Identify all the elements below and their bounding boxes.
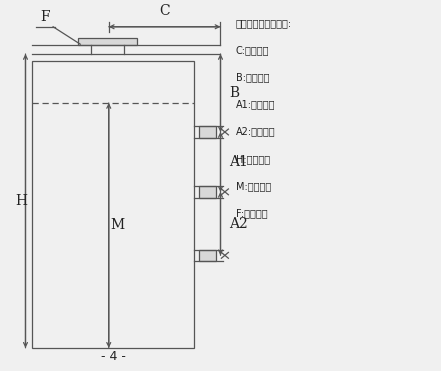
Text: H: H: [15, 194, 27, 208]
Bar: [32, 61, 194, 348]
Text: B: B: [229, 86, 239, 100]
Text: C: C: [159, 4, 170, 18]
Text: A2:安装距离: A2:安装距离: [236, 127, 276, 137]
Text: F:法兰尺寸: F:法兰尺寸: [236, 208, 267, 218]
Text: C:横向距离: C:横向距离: [236, 45, 269, 55]
Bar: [199, 186, 216, 198]
Text: - 4 -: - 4 -: [101, 351, 126, 364]
Text: M:测量范围: M:测量范围: [236, 181, 271, 191]
Text: F: F: [41, 10, 50, 24]
Text: H:安装高度: H:安装高度: [236, 154, 270, 164]
Text: M: M: [110, 219, 124, 232]
Bar: [199, 250, 216, 261]
Bar: [199, 126, 216, 138]
Text: 用户须提供以下参数:: 用户须提供以下参数:: [236, 18, 292, 28]
Text: A2: A2: [229, 217, 248, 231]
Text: B:安装距离: B:安装距离: [236, 72, 269, 82]
Bar: [78, 37, 137, 45]
Text: A1:安装距离: A1:安装距离: [236, 99, 275, 109]
Text: A1: A1: [229, 155, 248, 169]
